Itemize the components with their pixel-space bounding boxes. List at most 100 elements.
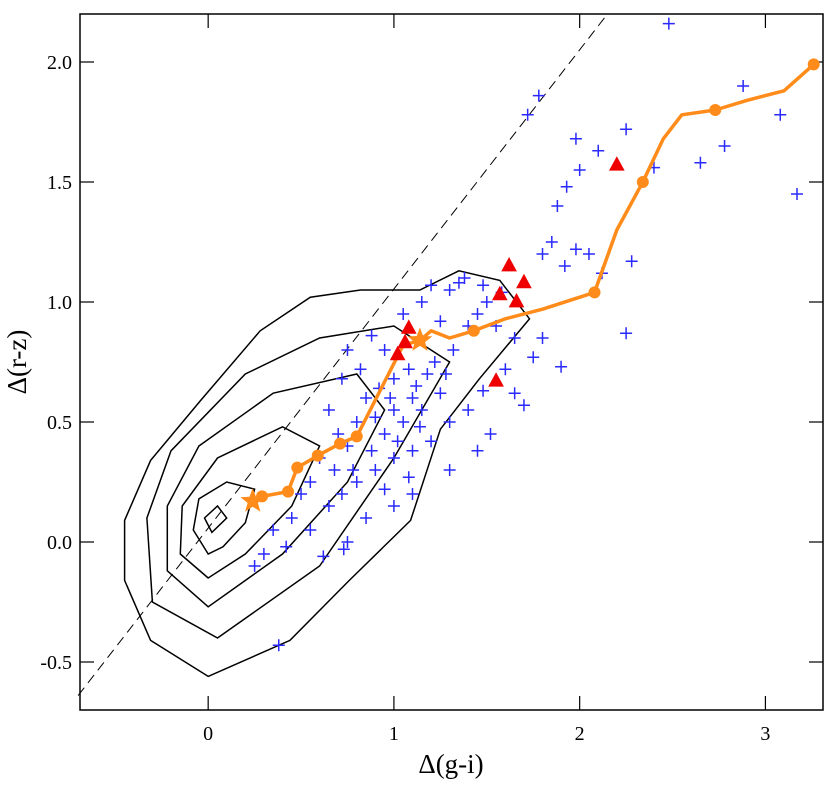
plus-point — [477, 279, 490, 292]
plus-point — [350, 416, 363, 428]
plus-point — [350, 476, 363, 488]
y-tick-label: -0.5 — [40, 652, 72, 674]
plus-point — [527, 351, 540, 364]
plus-point — [458, 272, 471, 284]
plus-point — [369, 411, 382, 424]
plus-point — [480, 296, 493, 308]
plus-point — [443, 284, 456, 296]
plus-point — [328, 464, 341, 476]
plus-point — [387, 500, 400, 512]
plus-point — [573, 164, 586, 176]
x-tick-label: 3 — [760, 723, 770, 745]
plus-point — [545, 236, 558, 248]
plot-frame — [79, 13, 824, 711]
plus-point — [272, 639, 285, 652]
plus-point — [517, 399, 530, 412]
plus-point — [471, 444, 484, 457]
plus-point — [410, 380, 423, 392]
plus-point — [347, 464, 360, 476]
plus-point — [384, 392, 397, 404]
y-tick-label: 1.5 — [47, 172, 72, 194]
plus-point — [620, 327, 633, 340]
plus-point — [625, 255, 638, 268]
plus-point — [387, 372, 400, 385]
y-tick-label: 1.0 — [47, 292, 72, 314]
plus-point — [365, 329, 378, 342]
x-tick-label: 0 — [203, 723, 213, 745]
plus-point — [397, 308, 410, 320]
plus-point — [694, 156, 707, 169]
star-point — [240, 488, 266, 512]
triangle-point — [516, 273, 532, 289]
plus-point — [406, 488, 419, 500]
plus-point — [415, 404, 428, 416]
plus-point — [378, 428, 391, 440]
contour — [179, 425, 321, 579]
plus-point — [439, 368, 452, 380]
plus-point — [560, 180, 573, 193]
plus-point — [304, 524, 317, 536]
plus-point — [452, 276, 465, 289]
contour — [123, 270, 531, 678]
plus-point — [499, 363, 512, 376]
y-tick-label: 2.0 — [47, 52, 72, 74]
triangle-point — [608, 156, 625, 171]
contour — [146, 325, 451, 639]
plus-point — [425, 435, 438, 448]
triangle-point — [397, 333, 413, 349]
plus-point — [558, 260, 571, 272]
plus-point — [317, 550, 330, 563]
track-point — [588, 286, 601, 299]
plus-point — [790, 188, 803, 200]
x-axis-label: Δ(g-i) — [418, 749, 483, 779]
plus-point — [257, 548, 270, 560]
plus-point — [434, 387, 447, 400]
plus-point — [304, 476, 317, 488]
plus-point — [471, 308, 484, 320]
plus-point — [582, 248, 595, 260]
y-axis-label: Δ(r-z) — [2, 330, 32, 395]
track-line — [251, 63, 815, 503]
plus-point — [508, 332, 521, 344]
triangle-point — [389, 345, 406, 361]
triangle-point — [400, 319, 417, 334]
plus-point — [337, 543, 350, 556]
plus-point — [536, 248, 549, 260]
triangle-point — [508, 293, 525, 308]
track-point — [467, 324, 480, 337]
track-point — [709, 104, 722, 116]
plus-point — [443, 464, 456, 476]
plus-point — [532, 89, 545, 102]
plus-point — [774, 108, 787, 121]
plus-point — [421, 368, 434, 380]
y-tick-label: 0.0 — [47, 532, 72, 554]
track-point — [282, 485, 295, 498]
plus-point — [521, 108, 534, 121]
track-point — [350, 430, 363, 443]
triangle-point — [501, 257, 517, 272]
plus-point — [285, 512, 298, 524]
plus-point — [341, 344, 354, 356]
plus-point — [335, 372, 348, 385]
plus-point — [322, 404, 335, 416]
plus-point — [391, 435, 404, 448]
plus-point — [737, 80, 750, 92]
plus-point — [280, 540, 293, 553]
star-point — [407, 327, 433, 351]
plus-point — [462, 404, 475, 416]
plus-point — [413, 420, 426, 433]
plus-point — [295, 488, 308, 500]
plus-point — [322, 500, 335, 512]
plus-point — [425, 279, 438, 292]
plus-point — [369, 464, 382, 476]
plus-point — [248, 560, 261, 572]
plus-point — [620, 123, 633, 136]
plus-point — [434, 315, 447, 328]
plus-point — [402, 363, 415, 376]
plus-point — [397, 416, 410, 428]
plus-point — [365, 444, 378, 457]
plus-point — [267, 524, 280, 536]
plus-point — [592, 144, 605, 157]
track-point — [636, 176, 649, 188]
x-tick-label: 2 — [575, 723, 585, 745]
